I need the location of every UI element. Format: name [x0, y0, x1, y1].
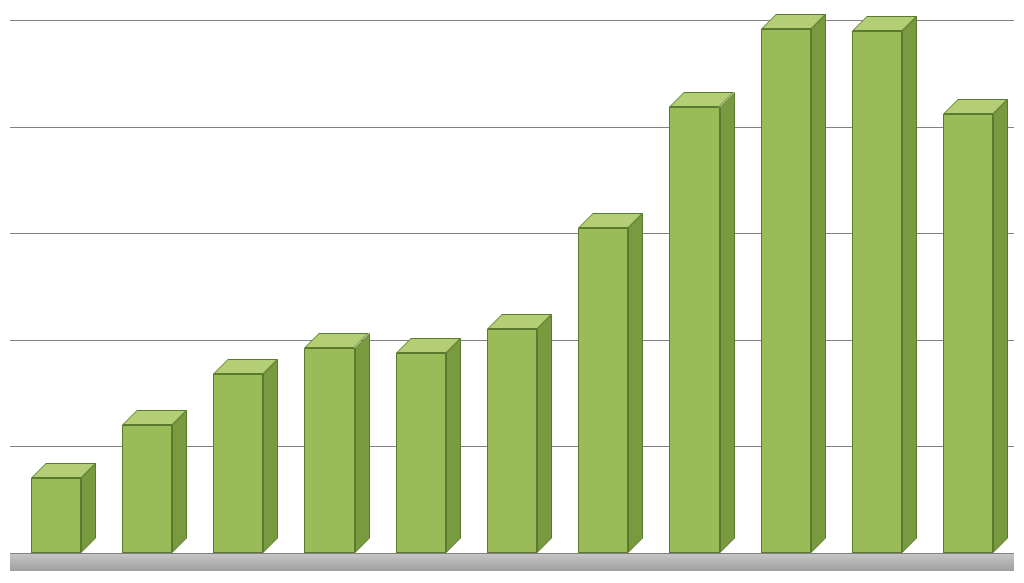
- bar: [852, 16, 917, 553]
- bar-front: [31, 478, 81, 553]
- bar-side: [263, 359, 278, 553]
- bar-front: [669, 107, 719, 553]
- bar-side: [355, 333, 370, 553]
- bar-side: [446, 338, 461, 553]
- gridline: [10, 553, 1014, 554]
- bar-front: [304, 348, 354, 553]
- bar: [943, 99, 1008, 553]
- bar-front: [761, 29, 811, 553]
- bar-side: [902, 16, 917, 553]
- bar-front: [213, 374, 263, 553]
- bar: [396, 338, 461, 553]
- bar: [304, 333, 369, 553]
- bar: [761, 14, 826, 553]
- bar-side: [720, 92, 735, 553]
- bar-side: [811, 14, 826, 553]
- bar-side: [537, 314, 552, 553]
- bar-front: [852, 31, 902, 553]
- bar: [213, 359, 278, 553]
- bar-front: [122, 425, 172, 553]
- bar-front: [487, 329, 537, 553]
- plot-area: [10, 20, 1014, 553]
- bar: [578, 213, 643, 553]
- bar: [31, 463, 96, 553]
- bar-side: [81, 463, 96, 553]
- chart-floor: [10, 553, 1014, 571]
- bar: [122, 410, 187, 553]
- bar: [487, 314, 552, 553]
- bar: [669, 92, 734, 553]
- bar-front: [943, 114, 993, 553]
- bar-front: [396, 353, 446, 553]
- bar-front: [578, 228, 628, 553]
- bar-chart: [0, 0, 1024, 583]
- bar-side: [172, 410, 187, 553]
- bar-side: [628, 213, 643, 553]
- bar-side: [993, 99, 1008, 553]
